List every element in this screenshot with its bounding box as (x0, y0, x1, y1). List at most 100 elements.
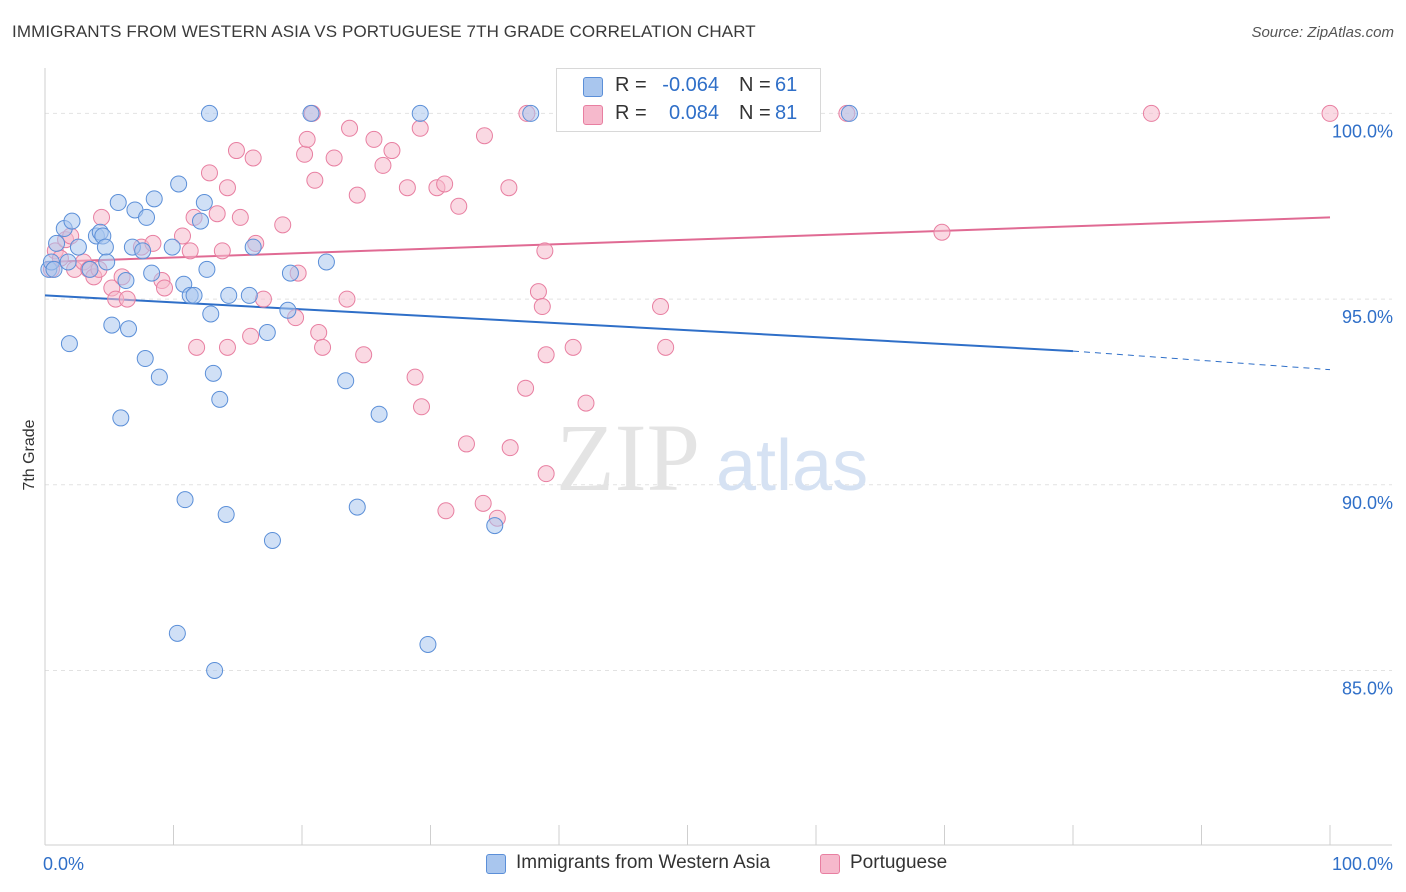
point-western-asia (45, 260, 63, 278)
point-western-asia (198, 260, 216, 278)
point-western-asia (279, 301, 297, 319)
point-western-asia (411, 104, 429, 122)
point-western-asia (220, 286, 238, 304)
point-portuguese (398, 179, 416, 197)
point-portuguese (242, 327, 260, 345)
point-portuguese (208, 205, 226, 223)
point-portuguese (325, 149, 343, 167)
point-western-asia (211, 390, 229, 408)
point-portuguese (118, 290, 136, 308)
point-western-asia (138, 208, 156, 226)
point-western-asia (204, 364, 222, 382)
point-portuguese (306, 171, 324, 189)
point-western-asia (96, 238, 114, 256)
point-portuguese (365, 130, 383, 148)
point-western-asia (258, 324, 276, 342)
legend-r-value: 0.084 (668, 102, 719, 124)
point-western-asia (419, 635, 437, 653)
point-western-asia (143, 264, 161, 282)
point-western-asia (81, 260, 99, 278)
point-portuguese (188, 338, 206, 356)
point-portuguese (1321, 104, 1339, 122)
point-portuguese (406, 368, 424, 386)
point-portuguese (411, 119, 429, 137)
y-tick-label: 85.0% (1342, 678, 1393, 698)
point-portuguese (374, 156, 392, 174)
point-portuguese (537, 465, 555, 483)
point-portuguese (564, 338, 582, 356)
watermark-atlas: atlas (716, 426, 868, 506)
tick-labels: 85.0% 90.0% 95.0% 100.0% 0.0% 100.0% (43, 121, 1393, 874)
point-portuguese (274, 216, 292, 234)
legend-swatch-pink (820, 854, 840, 874)
point-portuguese (1142, 104, 1160, 122)
point-portuguese (517, 379, 535, 397)
point-western-asia (185, 286, 203, 304)
legend-row-western-asia: R = -0.064 N = 61 (557, 73, 820, 101)
legend-r-value: -0.064 (662, 74, 719, 96)
point-portuguese (474, 494, 492, 512)
point-western-asia (217, 505, 235, 523)
point-western-asia (486, 517, 504, 535)
watermark: ZIP atlas (556, 404, 868, 511)
point-portuguese (450, 197, 468, 215)
point-portuguese (227, 142, 245, 160)
legend-swatch-pink (583, 105, 603, 125)
point-western-asia (202, 305, 220, 323)
point-portuguese (93, 208, 111, 226)
point-portuguese (537, 346, 555, 364)
point-western-asia (103, 316, 121, 334)
legend-label: Immigrants from Western Asia (516, 852, 771, 873)
point-portuguese (254, 290, 272, 308)
point-western-asia (48, 234, 66, 252)
point-portuguese (536, 242, 554, 260)
point-portuguese (200, 164, 218, 182)
y-tick-label: 100.0% (1332, 121, 1393, 141)
point-western-asia (348, 498, 366, 516)
legend-r-label: R = (615, 102, 647, 124)
point-western-asia (281, 264, 299, 282)
point-western-asia (117, 272, 135, 290)
point-western-asia (145, 190, 163, 208)
point-western-asia (337, 372, 355, 390)
point-portuguese (244, 149, 262, 167)
point-portuguese (314, 338, 332, 356)
point-western-asia (163, 238, 181, 256)
source-label: Source: ZipAtlas.com (1251, 24, 1394, 41)
legend-swatch-blue (583, 77, 603, 97)
point-western-asia (168, 624, 186, 642)
legend-n-value: 81 (775, 102, 798, 124)
point-western-asia (109, 194, 127, 212)
point-western-asia (195, 194, 213, 212)
point-portuguese (475, 127, 493, 145)
point-western-asia (112, 409, 130, 427)
legend-n-label: N = (739, 102, 771, 124)
point-western-asia (176, 491, 194, 509)
point-portuguese (383, 142, 401, 160)
data-points (40, 104, 1339, 679)
point-portuguese (310, 324, 328, 342)
point-western-asia (120, 320, 138, 338)
point-portuguese (355, 346, 373, 364)
point-portuguese (533, 298, 551, 316)
x-tick-label: 100.0% (1332, 854, 1393, 874)
point-portuguese (218, 338, 236, 356)
point-portuguese (657, 338, 675, 356)
point-portuguese (348, 186, 366, 204)
point-western-asia (840, 104, 858, 122)
y-tick-label: 95.0% (1342, 307, 1393, 327)
trend-line-extension (1072, 350, 1331, 371)
point-portuguese (298, 130, 316, 148)
legend-n-value: 61 (775, 74, 798, 96)
legend-swatch-blue (486, 854, 506, 874)
point-western-asia (200, 104, 218, 122)
point-portuguese (437, 502, 455, 520)
point-western-asia (136, 350, 154, 368)
point-portuguese (933, 223, 951, 241)
watermark-zip: ZIP (556, 404, 700, 511)
y-axis-label: 7th Grade (21, 419, 38, 490)
correlation-legend: R = -0.064 N = 61 R = 0.084 N = 81 (556, 68, 821, 132)
point-portuguese (173, 227, 191, 245)
point-western-asia (370, 405, 388, 423)
